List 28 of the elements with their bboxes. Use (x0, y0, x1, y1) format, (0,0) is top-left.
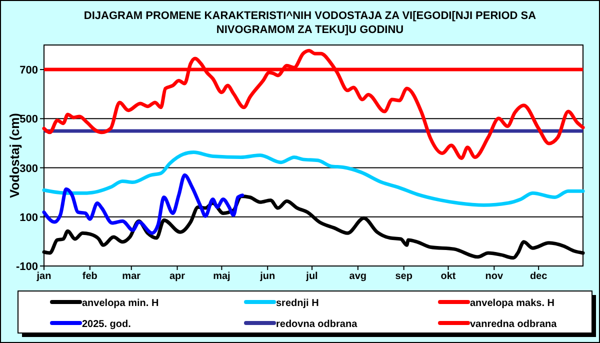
x-tick-label: jul (305, 271, 318, 282)
x-tick-label: dec (530, 271, 548, 282)
legend-label: 2025. god. (82, 319, 132, 330)
x-tick-label: jun (259, 271, 276, 282)
x-tick-label: mar (122, 271, 141, 282)
x-tick-label: avg (349, 271, 367, 282)
line-series (42, 173, 244, 235)
y-tick-label: -100 (16, 261, 38, 273)
x-tick-label: sep (395, 271, 412, 282)
x-tick-label: apr (169, 271, 186, 282)
x-tick-label: okt (440, 271, 456, 282)
y-axis-title: Vodostaj (cm) (7, 113, 22, 198)
x-tick-label: feb (82, 271, 98, 282)
legend-label: srednji H (276, 298, 319, 309)
legend-label: redovna odbrana (276, 319, 358, 330)
legend-label: anvelopa maks. H (470, 298, 554, 309)
x-tick-label: nov (485, 271, 504, 282)
x-tick-label: jan (36, 271, 52, 282)
y-tick-label: 500 (20, 114, 38, 126)
line-series (42, 150, 585, 207)
chart-title: DIJAGRAM PROMENE KARAKTERISTI^NIH VODOSTAJA ZA VI[EGODI[NJI PERIOD SA NIVOGRAMOM ZA TEKU]U GODINU (84, 10, 536, 36)
y-tick-label: 100 (20, 212, 38, 224)
legend-label: vanredna odbrana (470, 319, 558, 330)
y-tick-label: 700 (20, 64, 38, 77)
legend-label: anvelopa min. H (82, 298, 159, 309)
y-tick-label: 300 (20, 162, 38, 175)
line-series (42, 48, 585, 160)
x-tick-label: maj (213, 271, 231, 282)
